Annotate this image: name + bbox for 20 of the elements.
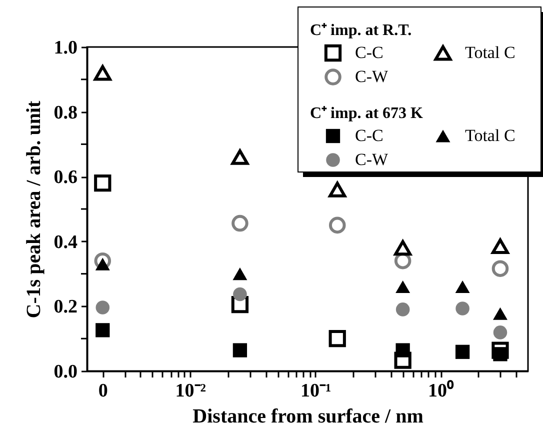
legend-label: C-W <box>355 150 389 169</box>
x-tick-label: 10⁻¹ <box>300 380 332 402</box>
x-axis-title: Distance from surface / nm <box>192 406 424 428</box>
legend-label: C-W <box>355 67 389 86</box>
y-tick-label: 0.2 <box>54 296 78 318</box>
x-tick-label: 10⁰ <box>428 380 454 402</box>
y-tick-label: 1.0 <box>54 38 78 58</box>
y-tick-label: 0.0 <box>54 362 78 382</box>
x-tick-label: 0 <box>98 380 108 402</box>
legend-label: Total C <box>465 126 516 145</box>
legend-label: Total C <box>465 43 516 62</box>
legend-label: C-C <box>355 126 384 145</box>
x-tick-label: 10⁻² <box>175 380 206 402</box>
text: C⁺ imp. at R.T. <box>310 22 412 39</box>
legend-label: C-C <box>355 43 384 62</box>
y-axis-title: C-1s peak area / arb. unit <box>22 100 45 318</box>
text: C⁺ imp. at 673 K <box>310 105 423 122</box>
y-tick-label: 0.6 <box>54 167 78 188</box>
y-tick-label: 0.8 <box>54 102 78 124</box>
y-tick-label: 0.4 <box>54 232 78 253</box>
